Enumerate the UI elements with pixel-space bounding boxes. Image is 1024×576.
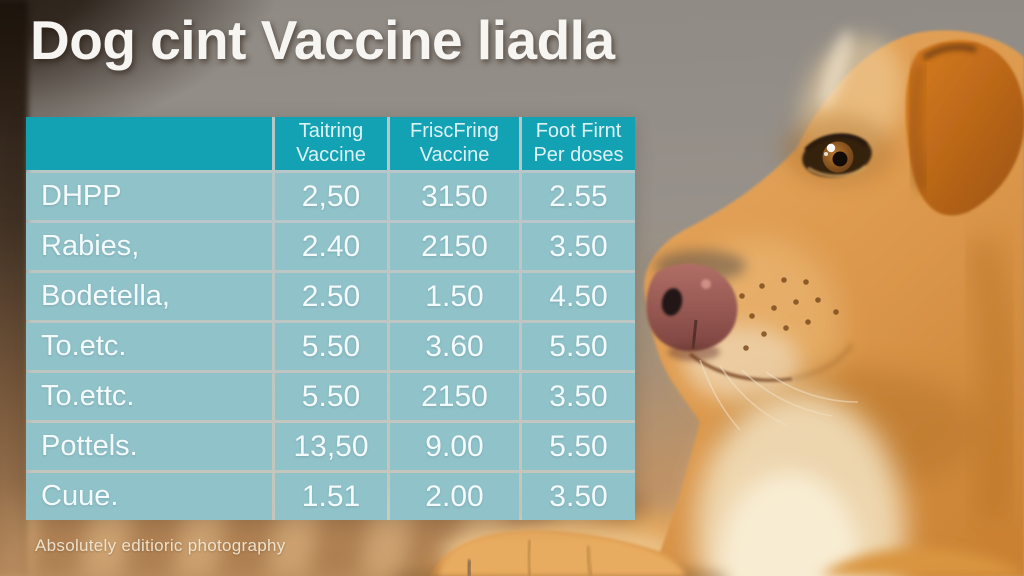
dog-nose — [646, 263, 738, 361]
left-shadow-strip — [0, 0, 28, 576]
row-label: To.etc. — [26, 323, 272, 370]
column-header: Taitring Vaccine — [275, 117, 387, 170]
cell-value: 5.50 — [275, 373, 387, 420]
cell-value: 5.50 — [522, 423, 635, 470]
cell-value: 2.00 — [390, 473, 519, 520]
row-label: Rabies, — [26, 223, 272, 270]
cell-value: 3.50 — [522, 473, 635, 520]
page-title: Dog cint Vaccine liadla — [30, 9, 615, 71]
caption: Absolutely editioric photography — [35, 536, 286, 555]
row-label: DHPP — [26, 173, 272, 220]
dog-ear — [905, 40, 1024, 216]
cell-value: 5.50 — [522, 323, 635, 370]
row-label: To.ettc. — [26, 373, 272, 420]
dog-eye — [782, 116, 894, 184]
dog-chest — [695, 392, 905, 576]
cell-value: 2.55 — [522, 173, 635, 220]
cell-value: 5.50 — [275, 323, 387, 370]
cell-value: 3150 — [390, 173, 519, 220]
cell-value: 2,50 — [275, 173, 387, 220]
cell-value: 4.50 — [522, 273, 635, 320]
column-header: FriscFring Vaccine — [390, 117, 519, 170]
cell-value: 3.50 — [522, 373, 635, 420]
column-header — [26, 117, 272, 170]
dog-paw — [391, 530, 1024, 576]
cell-value: 3.50 — [522, 223, 635, 270]
vaccine-table: Taitring Vaccine FriscFring Vaccine Foot F… — [26, 117, 635, 520]
cell-value: 9.00 — [390, 423, 519, 470]
cell-value: 2150 — [390, 223, 519, 270]
row-label: Bodetella, — [26, 273, 272, 320]
cell-value: 13,50 — [275, 423, 387, 470]
dog-mouth — [688, 277, 859, 431]
cell-value: 2.40 — [275, 223, 387, 270]
cell-value: 2150 — [390, 373, 519, 420]
cell-value: 1.51 — [275, 473, 387, 520]
row-label: Pottels. — [26, 423, 272, 470]
row-label: Cuue. — [26, 473, 272, 520]
cell-value: 1.50 — [390, 273, 519, 320]
cell-value: 3.60 — [390, 323, 519, 370]
cell-value: 2.50 — [275, 273, 387, 320]
column-header: Foot Firnt Per doses — [522, 117, 635, 170]
